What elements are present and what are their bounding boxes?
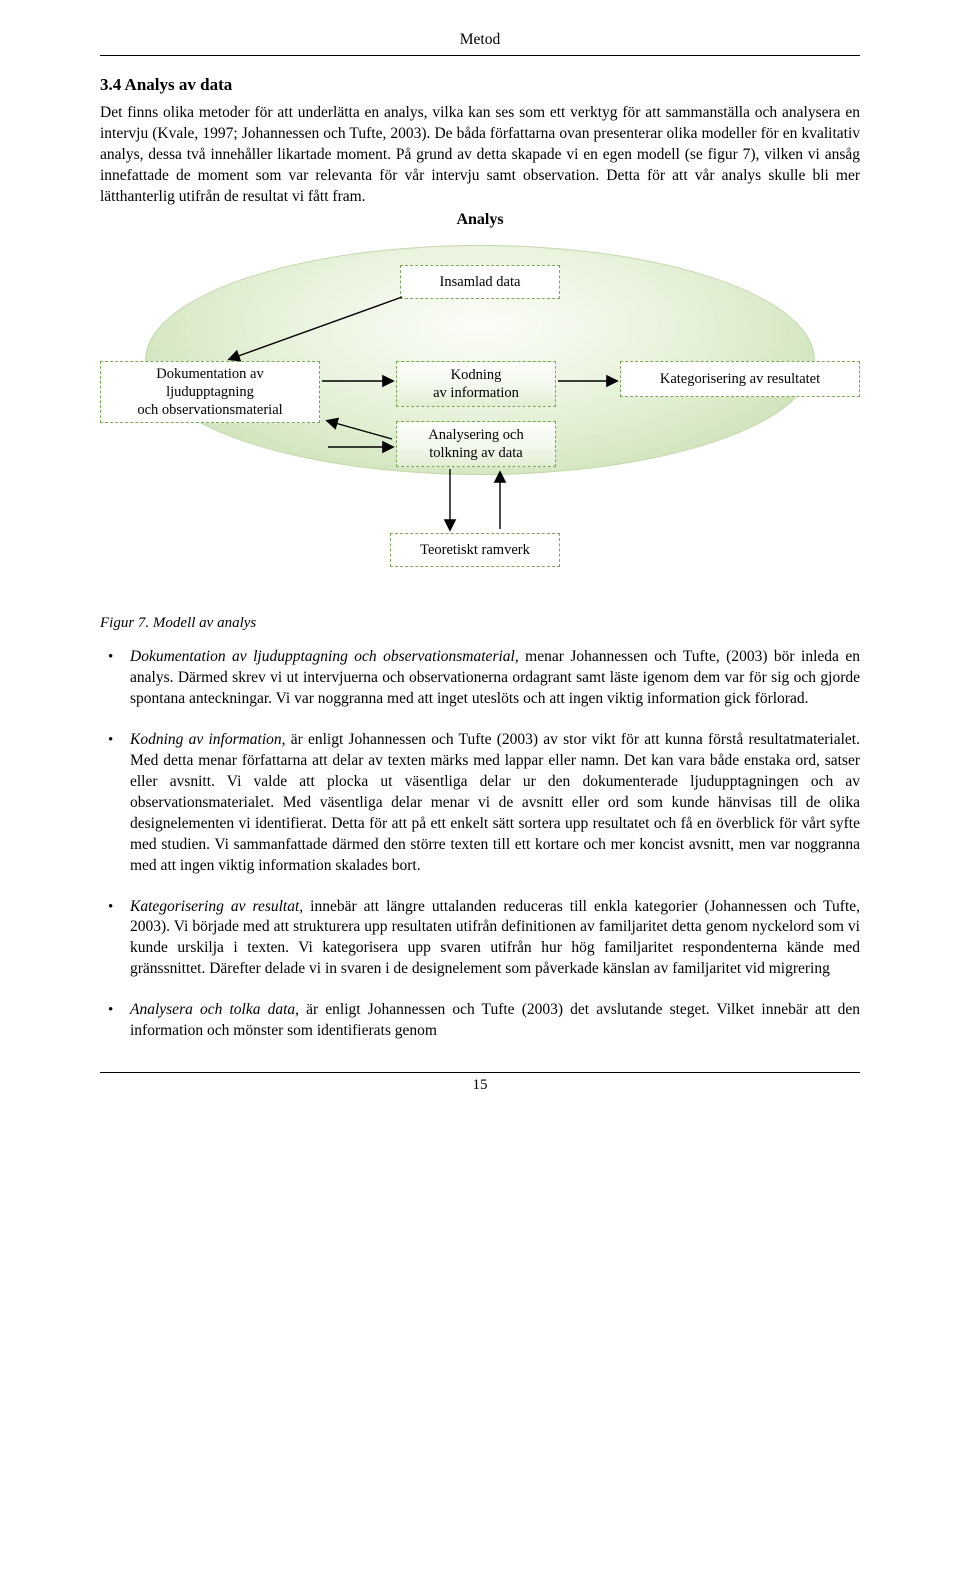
bullet-item: Kodning av information, är enligt Johann…	[130, 730, 860, 876]
box-line: av information	[433, 385, 519, 401]
bullet-title: Analysera och tolka data,	[130, 1001, 299, 1018]
bullet-item: Dokumentation av ljudupptagning och obse…	[130, 647, 860, 710]
box-label: Kategorisering av resultatet	[660, 370, 820, 388]
box-insamlad-data: Insamlad data	[400, 265, 560, 299]
intro-paragraph: Det finns olika metoder för att underlät…	[100, 103, 860, 208]
footer-rule	[100, 1072, 860, 1073]
box-label: Teoretiskt ramverk	[420, 541, 530, 559]
diagram-title: Analys	[100, 209, 860, 231]
box-line: tolkning av data	[429, 445, 522, 461]
bullet-title: Kodning av information,	[130, 731, 286, 748]
box-line: Analysering och	[428, 427, 523, 443]
bullet-item: Kategorisering av resultat, innebär att …	[130, 897, 860, 981]
box-dokumentation: Dokumentation av ljudupptagning och obse…	[100, 361, 320, 423]
box-line: och observationsmaterial	[137, 402, 282, 418]
header-title: Metod	[460, 31, 500, 48]
section-heading: 3.4 Analys av data	[100, 74, 860, 97]
figure-caption: Figur 7. Modell av analys	[100, 613, 860, 633]
analys-diagram: Insamlad data Dokumentation av ljuduppta…	[100, 233, 860, 603]
bullet-title: Kategorisering av resultat,	[130, 898, 303, 915]
bullet-item: Analysera och tolka data, är enligt Joha…	[130, 1000, 860, 1042]
header-rule	[100, 55, 860, 56]
page-number: 15	[473, 1077, 488, 1093]
box-label: Insamlad data	[440, 273, 521, 291]
box-analysering: Analysering och tolkning av data	[396, 421, 556, 467]
box-line: Dokumentation av	[156, 366, 264, 382]
page-header: Metod	[100, 30, 860, 51]
box-kodning: Kodning av information	[396, 361, 556, 407]
box-kategorisering: Kategorisering av resultatet	[620, 361, 860, 397]
bullet-list: Dokumentation av ljudupptagning och obse…	[100, 647, 860, 1042]
bullet-text: är enligt Johannessen och Tufte (2003) a…	[130, 731, 860, 874]
box-line: ljudupptagning	[166, 384, 254, 400]
box-teoretiskt: Teoretiskt ramverk	[390, 533, 560, 567]
page-footer: 15	[100, 1072, 860, 1096]
bullet-title: Dokumentation av ljudupptagning och obse…	[130, 648, 515, 665]
box-line: Kodning	[451, 367, 502, 383]
